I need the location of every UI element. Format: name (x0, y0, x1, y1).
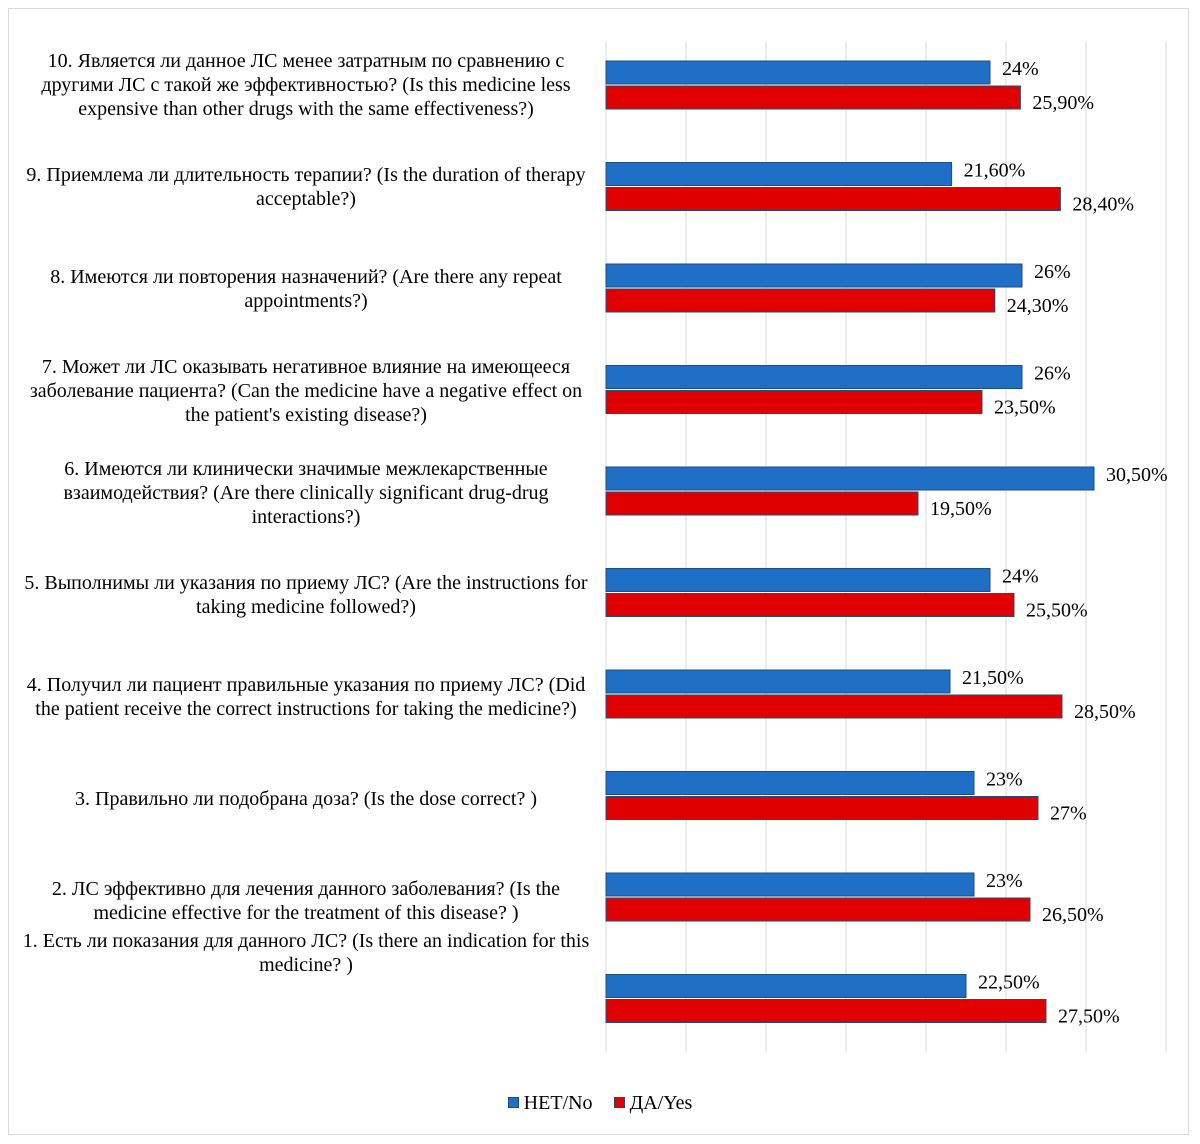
bar-yes (605, 593, 1015, 617)
category-label: 2. ЛС эффективно для лечения данного заб… (51, 878, 561, 924)
value-label-yes: 24,30% (1007, 295, 1069, 317)
category-label: 10. Является ли данное ЛС менее затратны… (41, 50, 571, 120)
category-label: 3. Правильно ли подобрана доза? (Is the … (75, 788, 537, 810)
bar-no (605, 263, 1023, 288)
category-label: 4. Получил ли пациент правильные указани… (26, 674, 586, 720)
bar-yes (605, 491, 919, 516)
value-label-yes: 25,90% (1032, 92, 1094, 114)
value-label-no: 24% (1002, 58, 1039, 80)
category-label: 8. Имеются ли повторения назначений? (Ar… (50, 266, 562, 312)
legend-swatch-no (507, 1097, 519, 1108)
value-label-no: 21,50% (962, 667, 1024, 689)
value-label-yes: 27% (1050, 803, 1087, 825)
bar-no (605, 771, 975, 795)
value-labels: 24% 25,90% 21,60% 28,40% 26% 24,30% 26% 23,50% 3… (930, 58, 1168, 1028)
bar-no (605, 568, 991, 592)
value-label-yes: 28,50% (1074, 701, 1136, 723)
legend-item-yes: ДА/Yes (613, 1091, 693, 1115)
bar-no (605, 365, 1023, 389)
bar-yes (605, 187, 1061, 211)
value-label-yes: 19,50% (930, 498, 992, 520)
value-label-yes: 27,50% (1058, 1006, 1120, 1028)
legend-label-no: НЕТ/No (523, 1091, 593, 1114)
value-label-no: 26% (1034, 261, 1071, 283)
value-label-no: 22,50% (978, 972, 1040, 994)
category-label: 9. Приемлема ли длительность терапии? (I… (26, 164, 586, 210)
category-label: 7. Может ли ЛС оказывать негативное влия… (29, 356, 583, 426)
value-label-no: 21,60% (964, 160, 1026, 182)
value-label-no: 23% (986, 769, 1023, 791)
value-label-no: 24% (1002, 566, 1039, 588)
bar-no (605, 974, 967, 998)
bar-yes (605, 694, 1063, 719)
bar-no (605, 162, 953, 186)
category-label: 5. Выполнимы ли указания по приему ЛС? (… (24, 572, 588, 618)
value-label-no: 26% (1034, 363, 1071, 385)
value-label-yes: 25,50% (1026, 600, 1088, 622)
bar-no (605, 466, 1095, 491)
value-label-yes: 23,50% (994, 397, 1056, 419)
bar-no (605, 60, 991, 85)
bar-yes (605, 390, 983, 414)
legend-label-yes: ДА/Yes (629, 1091, 693, 1114)
legend-swatch-yes (613, 1097, 625, 1108)
value-label-yes: 26,50% (1042, 904, 1104, 926)
value-label-no: 30,50% (1106, 464, 1168, 486)
legend: НЕТ/No ДА/Yes (0, 1090, 1200, 1115)
bar-yes (605, 897, 1031, 922)
value-label-no: 23% (986, 870, 1023, 892)
bar-yes (605, 796, 1039, 820)
bar-no (605, 872, 975, 897)
bar-yes (605, 999, 1047, 1023)
value-label-yes: 28,40% (1072, 194, 1134, 216)
category-label: 6. Имеются ли клинически значимые межлек… (63, 458, 549, 528)
legend-item-no: НЕТ/No (507, 1091, 593, 1115)
bar-yes (605, 85, 1021, 110)
category-label: 1. Есть ли показания для данного ЛС? (Is… (22, 930, 590, 976)
bar-yes (605, 288, 996, 313)
bar-no (605, 669, 951, 694)
bars (605, 60, 1095, 1023)
